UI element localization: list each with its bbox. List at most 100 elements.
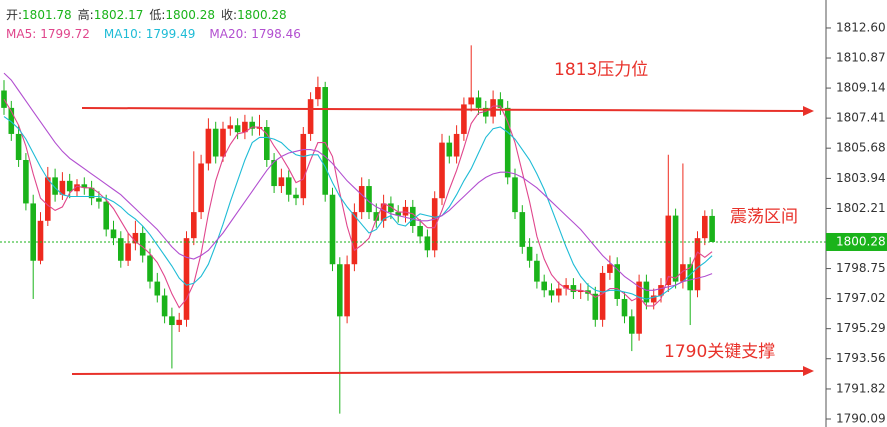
candle-body bbox=[702, 215, 708, 239]
legend-name: MA10: bbox=[104, 27, 142, 41]
candle-body bbox=[607, 264, 613, 273]
price-label-box bbox=[826, 232, 887, 251]
ohlc-label: 开: bbox=[6, 8, 22, 22]
candle-body bbox=[59, 180, 66, 195]
candle-body bbox=[643, 281, 650, 303]
legend-value: 1799.72 bbox=[40, 27, 90, 41]
ma-line bbox=[3, 72, 713, 291]
candle-body bbox=[15, 133, 22, 160]
y-tick-label: 1797.02 bbox=[836, 291, 886, 305]
candle-body bbox=[439, 142, 445, 199]
candle-body bbox=[191, 212, 197, 239]
candle-body bbox=[358, 186, 365, 213]
annotation: 1790关键支撑 bbox=[664, 342, 775, 362]
candle-body bbox=[74, 184, 80, 192]
candle-body bbox=[658, 285, 664, 296]
ohlc-label: 高: bbox=[78, 7, 94, 22]
candle-body bbox=[526, 246, 533, 261]
candle-body bbox=[410, 206, 416, 227]
candle-body bbox=[402, 206, 409, 216]
candle-body bbox=[147, 255, 153, 282]
y-tick-label: 1798.75 bbox=[836, 261, 886, 275]
candle-body bbox=[373, 212, 380, 221]
candle-body bbox=[37, 220, 44, 261]
candle-body bbox=[337, 264, 343, 317]
ohlc-value: 1802.17 bbox=[94, 8, 144, 22]
candle-body bbox=[278, 177, 285, 187]
candle-body bbox=[110, 229, 117, 239]
candle-body bbox=[285, 177, 292, 195]
candle-body bbox=[271, 159, 277, 187]
candle-body bbox=[548, 290, 555, 296]
candle-body bbox=[621, 298, 628, 317]
candle-body bbox=[139, 232, 146, 256]
candle-body bbox=[424, 236, 431, 251]
candle-body bbox=[212, 128, 219, 157]
candle-body bbox=[504, 107, 511, 178]
price-label: 1800.28 bbox=[836, 234, 886, 248]
legend-name: MA20: bbox=[209, 27, 247, 41]
y-tick-label: 1803.94 bbox=[836, 171, 886, 185]
candle-body bbox=[329, 194, 336, 265]
candle-body bbox=[256, 126, 263, 129]
candle-body bbox=[154, 281, 161, 296]
candle-body bbox=[541, 281, 547, 291]
ma-line bbox=[3, 98, 713, 309]
header: 开:1801.78 高:1802.17 低:1800.28 收:1800.28MA5:… bbox=[6, 7, 301, 41]
candle-body bbox=[344, 264, 350, 317]
y-tick-label: 1790.09 bbox=[836, 412, 886, 426]
candle-body bbox=[293, 194, 299, 199]
y-tick-label: 1791.82 bbox=[836, 381, 886, 395]
candle-body bbox=[227, 125, 234, 129]
candle-body bbox=[8, 107, 15, 134]
candle-body bbox=[66, 180, 73, 192]
candle-body bbox=[183, 238, 190, 320]
candle-body bbox=[512, 177, 518, 213]
y-tick-label: 1805.68 bbox=[836, 141, 886, 155]
candle-body bbox=[636, 281, 642, 334]
candle-body bbox=[30, 203, 36, 261]
arrow-resistance bbox=[81, 106, 814, 116]
candle-body bbox=[614, 264, 620, 299]
candle-body bbox=[300, 133, 307, 199]
candle-body bbox=[599, 272, 606, 320]
candle-body bbox=[198, 163, 204, 213]
ma-legend: MA5: 1799.72 MA10: 1799.49 MA20: 1798.46 bbox=[6, 27, 301, 41]
legend-name: MA5: bbox=[6, 27, 36, 41]
y-tick-label: 1812.60 bbox=[836, 20, 886, 34]
candle-body bbox=[475, 97, 482, 108]
candle-body bbox=[650, 295, 657, 303]
ohlc-label: 收: bbox=[221, 8, 237, 22]
candle-body bbox=[461, 104, 467, 134]
candle-body bbox=[687, 264, 693, 291]
candle-body bbox=[315, 87, 321, 100]
candle-body bbox=[490, 99, 496, 117]
candle-body bbox=[23, 159, 29, 204]
candle-body bbox=[205, 128, 212, 164]
y-tick-label: 1793.56 bbox=[836, 351, 886, 365]
ohlc-value: 1800.28 bbox=[165, 8, 215, 22]
candle-body bbox=[118, 238, 124, 261]
candle-body bbox=[125, 243, 131, 261]
candle-body bbox=[169, 316, 175, 326]
candle-body bbox=[556, 288, 562, 296]
candle-body bbox=[366, 186, 372, 213]
candle-body bbox=[665, 215, 672, 286]
candle-body bbox=[534, 260, 540, 282]
ohlc-value: 1801.78 bbox=[22, 8, 72, 22]
y-tick-label: 1810.87 bbox=[836, 51, 886, 65]
candle-body bbox=[234, 125, 241, 133]
ma-line bbox=[3, 116, 713, 300]
candle-body bbox=[132, 232, 139, 244]
y-tick-label: 1795.29 bbox=[836, 321, 886, 335]
candle-body bbox=[497, 99, 504, 108]
candle-body bbox=[468, 97, 474, 105]
candle-body bbox=[453, 133, 460, 157]
y-tick-label: 1807.41 bbox=[836, 111, 886, 125]
candle-body bbox=[395, 212, 401, 216]
legend-value: 1799.49 bbox=[146, 27, 196, 41]
candle-body bbox=[52, 177, 58, 195]
candle-body bbox=[629, 316, 635, 334]
